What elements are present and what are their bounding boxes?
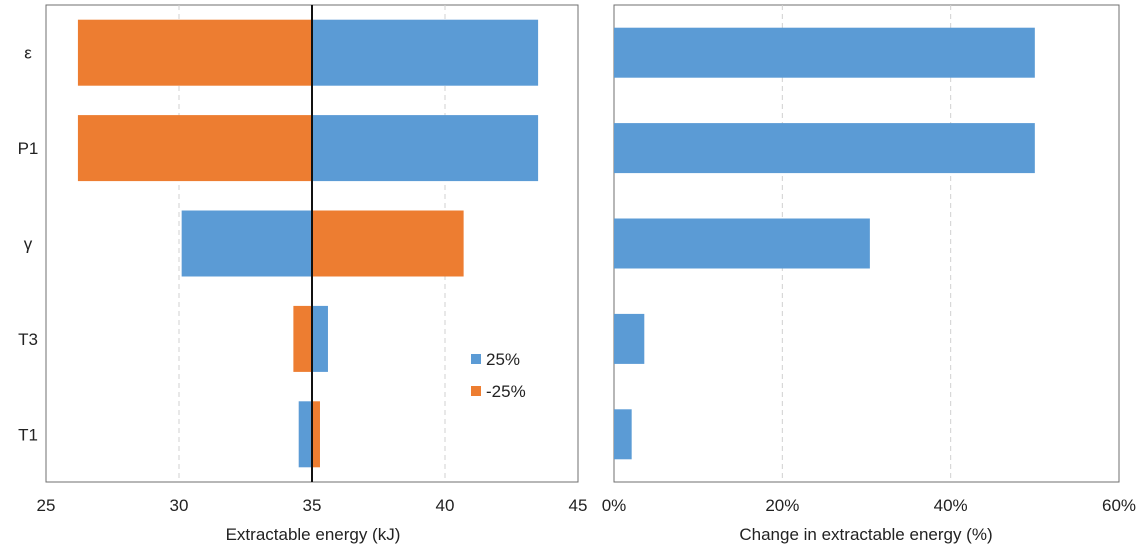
left-x-tick-labels: 25 30 35 40 45 [37, 496, 588, 515]
bar-minus25-t1 [312, 401, 320, 468]
bar-plus25-t3 [312, 305, 328, 372]
right-x-tick-20: 20% [765, 496, 799, 515]
bar-change-p1 [614, 123, 1035, 174]
bar-change-cat2 [614, 218, 870, 269]
legend-swatch-minus25 [471, 386, 481, 396]
left-x-tick-45: 45 [569, 496, 588, 515]
right-x-tick-0: 0% [602, 496, 627, 515]
left-bars [77, 19, 539, 468]
bar-minus25-cat2 [312, 210, 464, 277]
right-bars [614, 27, 1035, 460]
legend: 25% -25% [471, 350, 526, 401]
bar-minus25-p1 [77, 115, 312, 182]
right-chart-change-in-energy: 0% 20% 40% 60% Change in extractable energy… [602, 4, 1136, 544]
left-x-tick-35: 35 [303, 496, 322, 515]
category-label-p1: P1 [18, 139, 39, 158]
category-label-cat2: γ [24, 235, 33, 254]
left-x-tick-25: 25 [37, 496, 56, 515]
legend-label-plus25: 25% [486, 350, 520, 369]
left-category-labels: ε P1 γ T3 T1 [18, 44, 39, 445]
bar-change-cat0 [614, 27, 1035, 78]
bar-plus25-t1 [298, 401, 312, 468]
bar-minus25-t3 [293, 305, 312, 372]
bar-minus25-cat0 [77, 19, 312, 86]
right-x-tick-40: 40% [934, 496, 968, 515]
category-label-t1: T1 [18, 425, 38, 444]
bar-plus25-p1 [312, 115, 539, 182]
bar-plus25-cat2 [181, 210, 312, 277]
bar-plus25-cat0 [312, 19, 539, 86]
left-chart-extractable-energy: 25 30 35 40 45 ε P1 γ T3 T1 Extractable energy (… [18, 4, 588, 544]
category-label-cat0: ε [24, 44, 32, 63]
legend-swatch-plus25 [471, 354, 481, 364]
right-x-tick-labels: 0% 20% 40% 60% [602, 496, 1136, 515]
bar-change-t3 [614, 313, 645, 364]
category-label-t3: T3 [18, 330, 38, 349]
legend-label-minus25: -25% [486, 382, 526, 401]
left-x-tick-30: 30 [170, 496, 189, 515]
right-x-axis-label: Change in extractable energy (%) [739, 525, 992, 544]
left-x-tick-40: 40 [436, 496, 455, 515]
right-x-tick-60: 60% [1102, 496, 1136, 515]
bar-change-t1 [614, 409, 632, 460]
left-x-axis-label: Extractable energy (kJ) [226, 525, 401, 544]
